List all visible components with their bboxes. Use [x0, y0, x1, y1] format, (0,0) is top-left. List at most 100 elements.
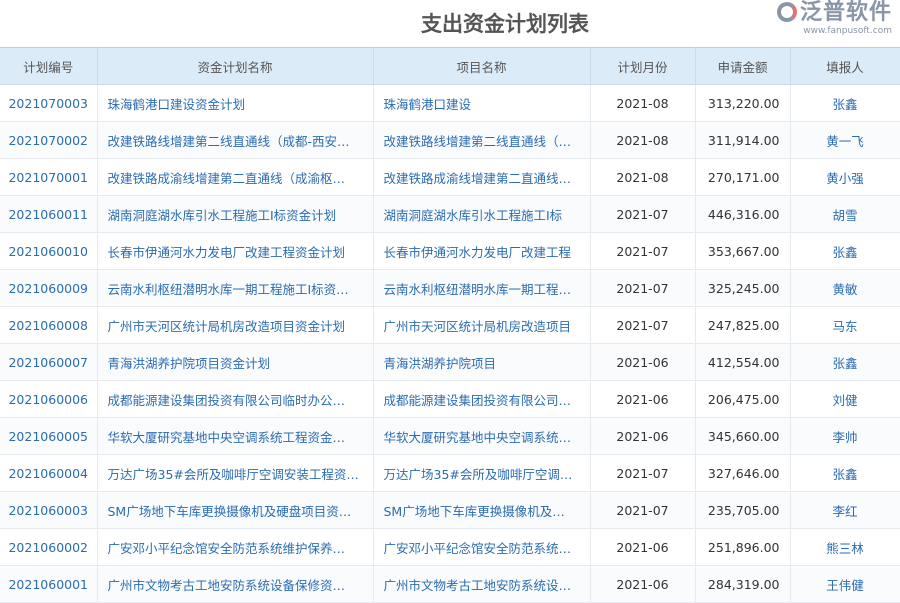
page-title: 支出资金计划列表 [421, 12, 589, 36]
cell-plan-id[interactable]: 2021060007 [0, 343, 98, 381]
cell-project-name[interactable]: 改建铁路线增建第二线直通线（… [373, 121, 591, 159]
cell-plan-name[interactable]: 青海洪湖养护院项目资金计划 [97, 343, 374, 381]
cell-reporter[interactable]: 王伟健 [790, 565, 900, 603]
cell-reporter[interactable]: 张鑫 [790, 343, 900, 381]
cell-reporter[interactable]: 胡雪 [790, 195, 900, 233]
cell-reporter[interactable]: 李帅 [790, 417, 900, 455]
watermark-url: www.fanpusoft.com [803, 26, 892, 36]
fanpu-logo-icon [776, 2, 797, 22]
column-header-plan-id[interactable]: 计划编号 [0, 47, 98, 85]
table-row[interactable]: 2021060004 万达广场35#会所及咖啡厅空调安装工程资… 万达广场35#会所… [0, 454, 900, 492]
column-header-project-name[interactable]: 项目名称 [373, 47, 591, 85]
cell-amount: 313,220.00 [695, 84, 791, 122]
cell-project-name[interactable]: 珠海鹤港口建设 [373, 84, 591, 122]
cell-plan-name[interactable]: 广州市天河区统计局机房改造项目资金计划 [97, 306, 374, 344]
cell-plan-month: 2021-08 [590, 121, 696, 159]
cell-plan-month: 2021-07 [590, 306, 696, 344]
cell-project-name[interactable]: SM广场地下车库更换摄像机及… [373, 491, 591, 529]
table-row[interactable]: 2021060009 云南水利枢纽潜明水库一期工程施工Ⅰ标资… 云南水利枢纽潜明水库… [0, 269, 900, 307]
table-row[interactable]: 2021060008 广州市天河区统计局机房改造项目资金计划 广州市天河区统计局机房… [0, 306, 900, 344]
cell-project-name[interactable]: 湖南洞庭湖水库引水工程施工Ⅰ标 [373, 195, 591, 233]
cell-plan-month: 2021-06 [590, 380, 696, 418]
cell-plan-id[interactable]: 2021060001 [0, 565, 98, 603]
cell-plan-month: 2021-08 [590, 158, 696, 196]
table-row[interactable]: 2021060010 长春市伊通河水力发电厂改建工程资金计划 长春市伊通河水力发电厂… [0, 232, 900, 270]
cell-plan-name[interactable]: 改建铁路线增建第二线直通线（成都-西安… [97, 121, 374, 159]
cell-reporter[interactable]: 李红 [790, 491, 900, 529]
cell-plan-month: 2021-07 [590, 454, 696, 492]
cell-project-name[interactable]: 广州市文物考古工地安防系统设… [373, 565, 591, 603]
cell-project-name[interactable]: 成都能源建设集团投资有限公司… [373, 380, 591, 418]
table-row[interactable]: 2021060011 湖南洞庭湖水库引水工程施工Ⅰ标资金计划 湖南洞庭湖水库引水工程… [0, 195, 900, 233]
table-row[interactable]: 2021060005 华软大厦研究基地中央空调系统工程资金… 华软大厦研究基地中央空… [0, 417, 900, 455]
cell-plan-name[interactable]: 云南水利枢纽潜明水库一期工程施工Ⅰ标资… [97, 269, 374, 307]
cell-amount: 270,171.00 [695, 158, 791, 196]
cell-reporter[interactable]: 张鑫 [790, 454, 900, 492]
cell-plan-id[interactable]: 2021060008 [0, 306, 98, 344]
cell-plan-id[interactable]: 2021060011 [0, 195, 98, 233]
cell-plan-name[interactable]: 湖南洞庭湖水库引水工程施工Ⅰ标资金计划 [97, 195, 374, 233]
column-header-amount[interactable]: 申请金额 [695, 47, 791, 85]
cell-plan-name[interactable]: 珠海鹤港口建设资金计划 [97, 84, 374, 122]
cell-amount: 206,475.00 [695, 380, 791, 418]
cell-amount: 353,667.00 [695, 232, 791, 270]
cell-plan-month: 2021-06 [590, 528, 696, 566]
cell-plan-id[interactable]: 2021070003 [0, 84, 98, 122]
cell-reporter[interactable]: 黄敏 [790, 269, 900, 307]
cell-project-name[interactable]: 长春市伊通河水力发电厂改建工程 [373, 232, 591, 270]
cell-project-name[interactable]: 云南水利枢纽潜明水库一期工程… [373, 269, 591, 307]
table-row[interactable]: 2021060003 SM广场地下车库更换摄像机及硬盘项目资… SM广场地下车库更换… [0, 491, 900, 529]
column-header-plan-name[interactable]: 资金计划名称 [97, 47, 374, 85]
cell-plan-id[interactable]: 2021060010 [0, 232, 98, 270]
cell-plan-month: 2021-07 [590, 269, 696, 307]
table-header: 计划编号 资金计划名称 项目名称 计划月份 申请金额 填报人 [0, 47, 900, 85]
cell-amount: 247,825.00 [695, 306, 791, 344]
cell-amount: 251,896.00 [695, 528, 791, 566]
cell-plan-id[interactable]: 2021060004 [0, 454, 98, 492]
table-row[interactable]: 2021060001 广州市文物考古工地安防系统设备保修资… 广州市文物考古工地安防… [0, 565, 900, 603]
cell-plan-id[interactable]: 2021060003 [0, 491, 98, 529]
cell-reporter[interactable]: 马东 [790, 306, 900, 344]
cell-plan-id[interactable]: 2021070001 [0, 158, 98, 196]
table-row[interactable]: 2021060006 成都能源建设集团投资有限公司临时办公… 成都能源建设集团投资有… [0, 380, 900, 418]
cell-plan-name[interactable]: 长春市伊通河水力发电厂改建工程资金计划 [97, 232, 374, 270]
cell-plan-month: 2021-06 [590, 343, 696, 381]
cell-reporter[interactable]: 黄一飞 [790, 121, 900, 159]
table-row[interactable]: 2021060007 青海洪湖养护院项目资金计划 青海洪湖养护院项目 2021-06 4… [0, 343, 900, 381]
cell-plan-name[interactable]: SM广场地下车库更换摄像机及硬盘项目资… [97, 491, 374, 529]
cell-project-name[interactable]: 广州市天河区统计局机房改造项目 [373, 306, 591, 344]
cell-project-name[interactable]: 改建铁路成渝线增建第二直通线… [373, 158, 591, 196]
cell-reporter[interactable]: 刘健 [790, 380, 900, 418]
cell-plan-id[interactable]: 2021060005 [0, 417, 98, 455]
cell-reporter[interactable]: 熊三林 [790, 528, 900, 566]
table-row[interactable]: 2021070003 珠海鹤港口建设资金计划 珠海鹤港口建设 2021-08 313,2… [0, 84, 900, 122]
cell-amount: 412,554.00 [695, 343, 791, 381]
cell-plan-name[interactable]: 改建铁路成渝线增建第二直通线（成渝枢… [97, 158, 374, 196]
cell-plan-id[interactable]: 2021060009 [0, 269, 98, 307]
cell-plan-id[interactable]: 2021070002 [0, 121, 98, 159]
cell-plan-name[interactable]: 广安邓小平纪念馆安全防范系统维护保养… [97, 528, 374, 566]
column-header-plan-month[interactable]: 计划月份 [590, 47, 696, 85]
plan-table: 计划编号 资金计划名称 项目名称 计划月份 申请金额 填报人 2021070003 珠海鹤港… [0, 47, 900, 603]
cell-plan-name[interactable]: 华软大厦研究基地中央空调系统工程资金… [97, 417, 374, 455]
cell-reporter[interactable]: 黄小强 [790, 158, 900, 196]
cell-project-name[interactable]: 青海洪湖养护院项目 [373, 343, 591, 381]
cell-amount: 325,245.00 [695, 269, 791, 307]
cell-reporter[interactable]: 张鑫 [790, 84, 900, 122]
cell-project-name[interactable]: 广安邓小平纪念馆安全防范系统… [373, 528, 591, 566]
watermark: 泛普软件 www.fanpusoft.com [776, 0, 892, 36]
cell-plan-name[interactable]: 广州市文物考古工地安防系统设备保修资… [97, 565, 374, 603]
column-header-reporter[interactable]: 填报人 [790, 47, 900, 85]
cell-plan-name[interactable]: 万达广场35#会所及咖啡厅空调安装工程资… [97, 454, 374, 492]
cell-plan-month: 2021-07 [590, 232, 696, 270]
table-row[interactable]: 2021070002 改建铁路线增建第二线直通线（成都-西安… 改建铁路线增建第二线… [0, 121, 900, 159]
cell-plan-id[interactable]: 2021060006 [0, 380, 98, 418]
cell-reporter[interactable]: 张鑫 [790, 232, 900, 270]
cell-plan-id[interactable]: 2021060002 [0, 528, 98, 566]
table-row[interactable]: 2021060002 广安邓小平纪念馆安全防范系统维护保养… 广安邓小平纪念馆安全防… [0, 528, 900, 566]
cell-plan-name[interactable]: 成都能源建设集团投资有限公司临时办公… [97, 380, 374, 418]
cell-project-name[interactable]: 华软大厦研究基地中央空调系统… [373, 417, 591, 455]
table-row[interactable]: 2021070001 改建铁路成渝线增建第二直通线（成渝枢… 改建铁路成渝线增建第二… [0, 158, 900, 196]
watermark-brand: 泛普软件 [799, 0, 892, 25]
cell-project-name[interactable]: 万达广场35#会所及咖啡厅空调… [373, 454, 591, 492]
